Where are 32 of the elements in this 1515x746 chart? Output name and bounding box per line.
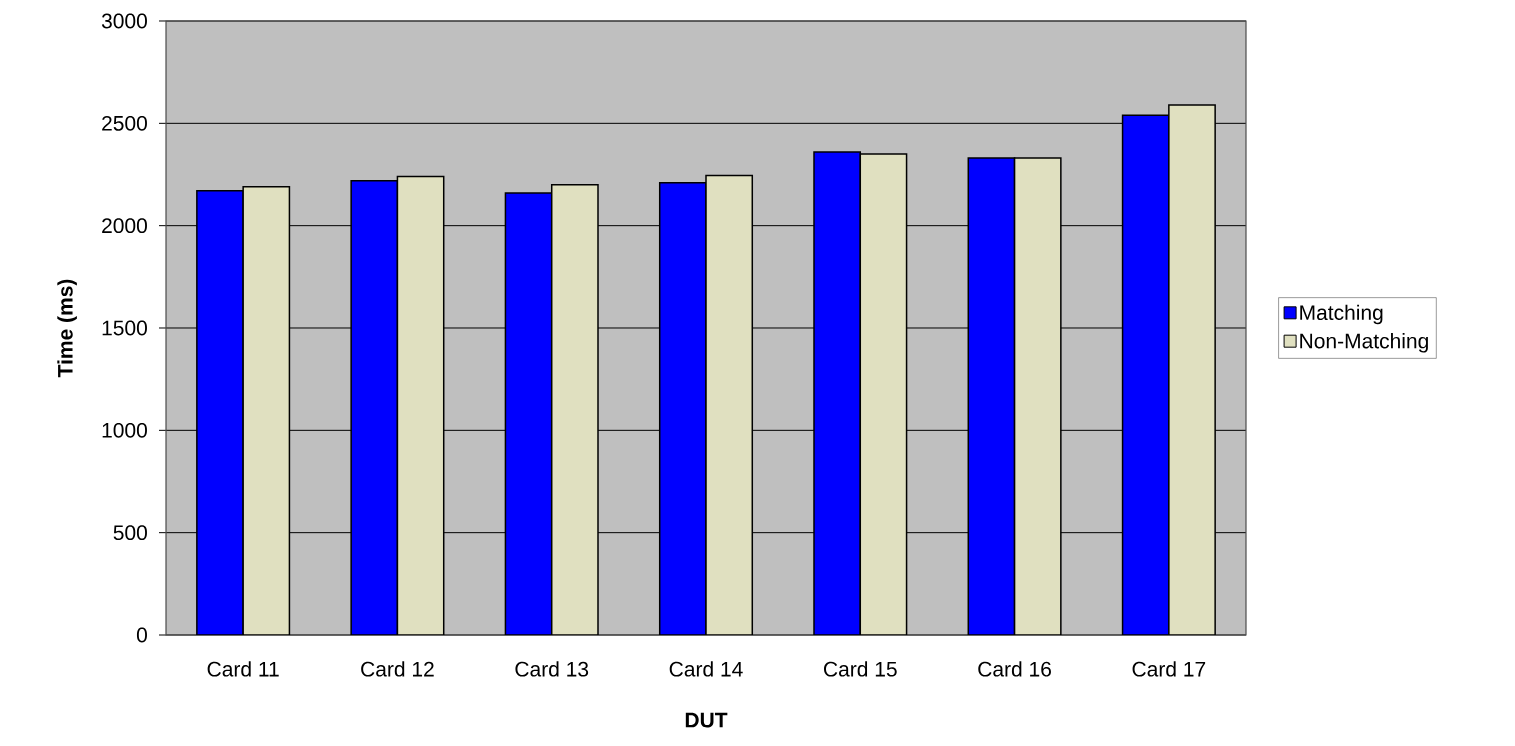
bar — [813, 151, 862, 635]
bar — [968, 158, 1015, 635]
y-tick-label: 3000 — [101, 13, 147, 29]
bar — [1121, 114, 1170, 635]
y-tick-label: 0 — [136, 627, 147, 643]
x-tick-label: Card 11 — [207, 661, 279, 677]
bar — [242, 186, 291, 635]
x-axis-title: DUT — [685, 712, 728, 728]
bar — [1168, 104, 1216, 635]
bar — [1014, 158, 1061, 635]
legend-label: Non-Matching — [1300, 332, 1428, 353]
bar — [350, 179, 399, 635]
x-tick-label: Card 16 — [978, 661, 1051, 677]
y-tick-label: 1500 — [102, 320, 147, 336]
y-tick-label: 2000 — [102, 218, 147, 234]
bar — [396, 175, 445, 635]
y-axis-title: Time (ms) — [57, 279, 77, 378]
bar — [859, 153, 908, 635]
x-tick-label: Card 15 — [823, 661, 897, 677]
y-tick-label: 500 — [113, 525, 147, 541]
x-tick-label: Card 14 — [669, 661, 743, 677]
bar — [550, 183, 599, 635]
bar — [504, 192, 553, 635]
x-tick-label: Card 17 — [1132, 661, 1206, 677]
y-tick-label: 1000 — [102, 422, 147, 438]
legend-label: Matching — [1300, 304, 1383, 325]
bar — [705, 174, 754, 635]
x-tick-label: Card 13 — [515, 661, 589, 677]
y-tick-label: 2500 — [102, 115, 147, 131]
bar — [196, 190, 244, 635]
bar — [658, 181, 707, 635]
x-tick-label: Card 12 — [361, 661, 434, 677]
